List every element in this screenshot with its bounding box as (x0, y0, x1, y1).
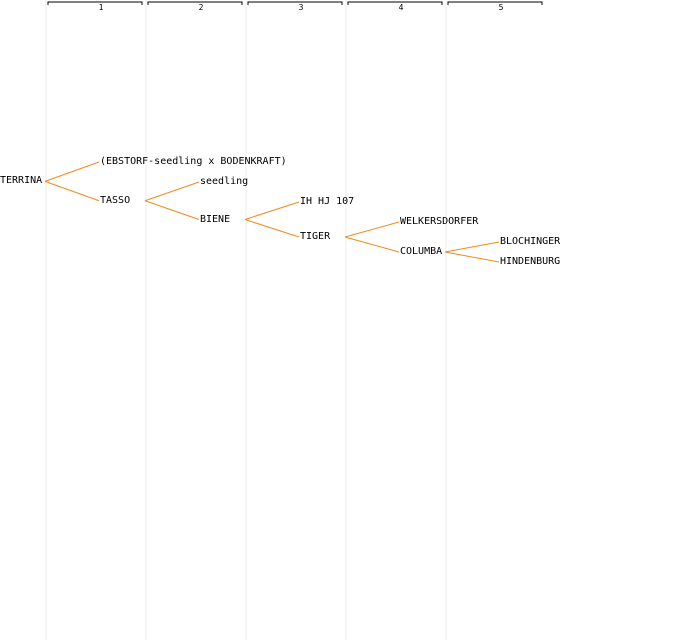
node-terrina: TERRINA (0, 175, 43, 187)
edge-tasso-to-seedling (144, 181, 200, 202)
node-ih-hj-107: IH HJ 107 (300, 196, 355, 207)
edge-biene-to-tiger (244, 219, 300, 238)
node-hindenburg: HINDENBURG (500, 256, 561, 267)
edge-tiger-to-welkersdorfer (344, 221, 400, 238)
edge-terrina-to-ebstorf-seedling-x-bodenkraft (44, 161, 100, 182)
edge-columba-to-blochinger (444, 241, 500, 253)
edge-tiger-to-columba (344, 236, 400, 253)
edge-terrina-to-tasso (44, 180, 100, 202)
generation-label: 4 (399, 3, 404, 12)
node-tasso: TASSO (100, 194, 131, 206)
generation-bracket (447, 1, 543, 5)
edge-biene-to-ih-hj-107 (244, 201, 300, 220)
generation-label: 1 (99, 3, 104, 12)
node-biene: BIENE (200, 213, 231, 225)
node-blochinger: BLOCHINGER (500, 236, 561, 247)
generation-label: 3 (299, 3, 304, 12)
node-ebstorf-seedling-x-bodenkraft: (EBSTORF-seedling x BODENKRAFT) (100, 156, 287, 167)
generation-bracket (147, 1, 243, 5)
generation-bracket (47, 1, 143, 5)
edge-tasso-to-biene (144, 200, 200, 220)
generation-bracket (347, 1, 443, 5)
node-columba: COLUMBA (400, 246, 443, 257)
generation-label: 2 (199, 3, 204, 12)
node-seedling: seedling (200, 176, 249, 187)
node-welkersdorfer: WELKERSDORFER (400, 216, 479, 227)
edge-columba-to-hindenburg (444, 251, 500, 263)
node-tiger: TIGER (300, 231, 331, 242)
generation-bracket (247, 1, 343, 5)
generation-label: 5 (499, 3, 504, 12)
